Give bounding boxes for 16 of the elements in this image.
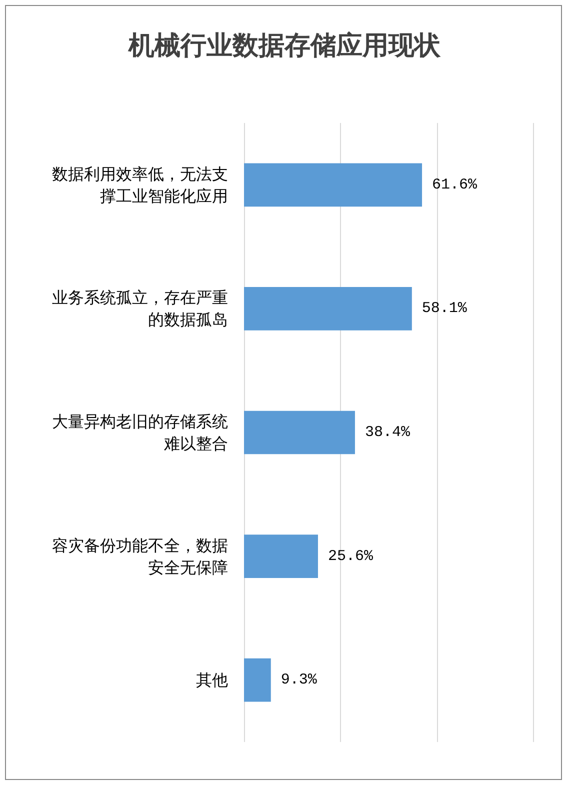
bar	[244, 163, 422, 207]
y-tick-label: 业务系统孤立，存在严重的数据孤岛	[52, 288, 228, 330]
bar	[244, 410, 355, 454]
chart-title: 机械行业数据存储应用现状	[128, 31, 442, 61]
y-tick-label: 容灾备份功能不全，数据安全无保障	[52, 536, 228, 577]
data-label: 9.3%	[280, 672, 318, 689]
data-label: 25.6%	[328, 548, 374, 565]
bar	[244, 287, 412, 330]
bar	[244, 534, 318, 578]
data-label: 61.6%	[432, 176, 478, 194]
y-tick-label: 其他	[196, 670, 228, 690]
bar	[244, 658, 271, 702]
data-label: 38.4%	[364, 424, 411, 441]
y-tick-label: 数据利用效率低，无法支撑工业智能化应用	[52, 164, 228, 206]
data-label: 58.1%	[422, 300, 468, 318]
y-tick-label: 大量异构老旧的存储系统难以整合	[52, 412, 228, 453]
